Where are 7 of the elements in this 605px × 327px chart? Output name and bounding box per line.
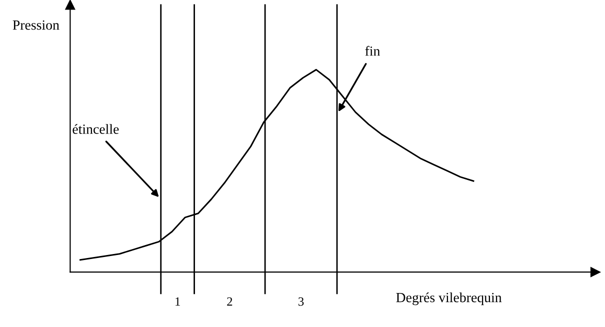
text: 1 [176, 297, 180, 306]
y-axis-title: Pression [12, 20, 60, 30]
x-axis-title: Degrés vilebrequin [396, 292, 502, 306]
text: 2 [227, 297, 232, 306]
text: fin [365, 46, 380, 56]
annotation: étincelle [72, 124, 119, 134]
text: 3 [298, 297, 304, 306]
